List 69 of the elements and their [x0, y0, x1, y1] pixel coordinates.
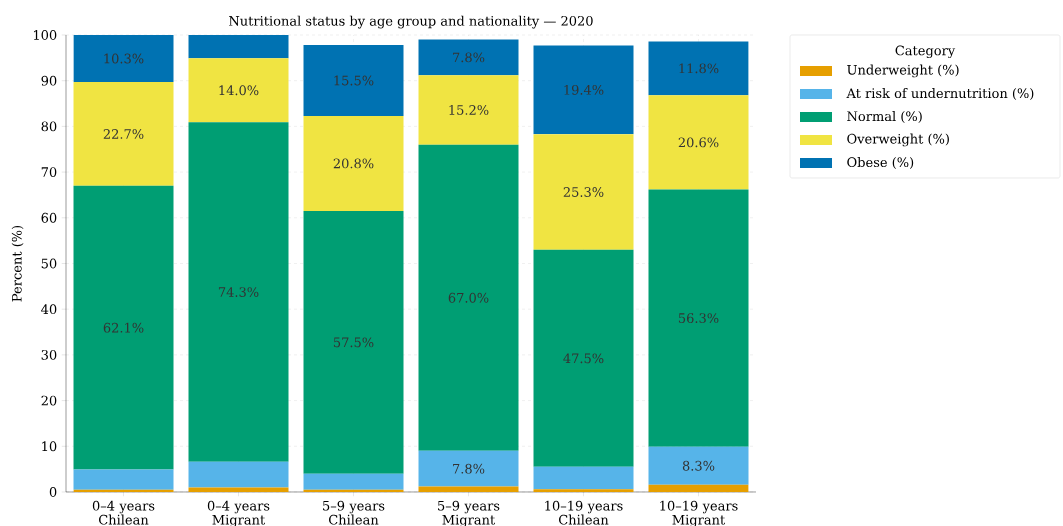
legend-label: Normal (%)	[847, 111, 922, 123]
x-tick-label: 5–9 years Chilean	[323, 500, 385, 525]
y-tick-label: 30	[41, 349, 57, 360]
bar	[418, 486, 519, 492]
y-tick-label: 20	[41, 395, 57, 406]
data-label: 20.6%	[678, 137, 719, 148]
y-tick-label: 90	[41, 75, 57, 86]
data-label: 8.3%	[682, 460, 715, 471]
data-label: 57.5%	[333, 337, 374, 348]
bar	[188, 34, 289, 59]
bar	[648, 41, 749, 96]
data-label: 74.3%	[218, 287, 259, 297]
y-tick-label: 50	[41, 258, 57, 269]
data-label: 7.8%	[453, 463, 485, 474]
y-tick-label: 10	[42, 441, 57, 452]
bar	[73, 34, 174, 83]
bar	[533, 249, 634, 467]
bar	[648, 95, 749, 190]
y-axis-title: Percent (%)	[11, 225, 24, 302]
y-tick-label: 80	[41, 121, 57, 132]
bar	[418, 450, 519, 487]
data-label: 19.4%	[564, 84, 604, 95]
bar	[418, 75, 519, 145]
legend-title: Category	[895, 45, 956, 59]
bar	[648, 484, 749, 492]
y-tick-label: 100	[33, 30, 57, 40]
data-label: 47.5%	[563, 353, 604, 364]
bar	[188, 461, 289, 488]
x-tick-label: 0–4 years Chilean	[92, 500, 155, 525]
bar	[303, 115, 404, 211]
bar	[188, 122, 289, 462]
bar	[648, 446, 749, 485]
data-label: 56.3%	[678, 313, 719, 324]
y-tick-label: 0	[49, 487, 57, 497]
y-tick-label: 60	[41, 212, 57, 223]
legend-label: Overweight (%)	[847, 133, 949, 147]
data-label: 7.8%	[453, 52, 485, 63]
y-tick-label: 40	[41, 304, 57, 315]
data-label: 67.0%	[448, 292, 489, 303]
legend-label: At risk of undernutrition (%)	[846, 88, 1034, 100]
data-label: 25.3%	[563, 187, 604, 197]
data-label: 11.8%	[679, 63, 719, 74]
bar	[73, 82, 174, 186]
data-label: 15.2%	[449, 105, 489, 115]
data-label: 22.7%	[103, 129, 144, 139]
chart-title: Nutritional status by age group and nationality — 2020	[229, 15, 593, 29]
bar	[303, 210, 404, 474]
data-label: 62.1%	[103, 322, 144, 333]
bar	[418, 144, 519, 451]
bar	[648, 189, 749, 447]
bar	[533, 466, 634, 490]
data-label: 20.8%	[333, 158, 374, 169]
bar	[73, 469, 174, 490]
bar	[188, 487, 289, 492]
data-label: 14.0%	[219, 85, 259, 96]
bar	[303, 45, 404, 116]
y-tick-label: 70	[41, 167, 57, 178]
bar	[303, 473, 404, 490]
data-label: 10.3%	[104, 53, 144, 64]
data-label: 15.5%	[334, 75, 374, 86]
bar	[533, 45, 634, 135]
bar	[418, 39, 519, 76]
legend-label: Underweight (%)	[847, 64, 959, 78]
bar	[73, 185, 174, 470]
bar	[533, 489, 634, 492]
bar	[188, 58, 289, 123]
legend-label: Obese (%)	[847, 157, 914, 169]
x-tick-label: 10–19 years Chilean	[545, 500, 623, 525]
bar	[533, 134, 634, 250]
